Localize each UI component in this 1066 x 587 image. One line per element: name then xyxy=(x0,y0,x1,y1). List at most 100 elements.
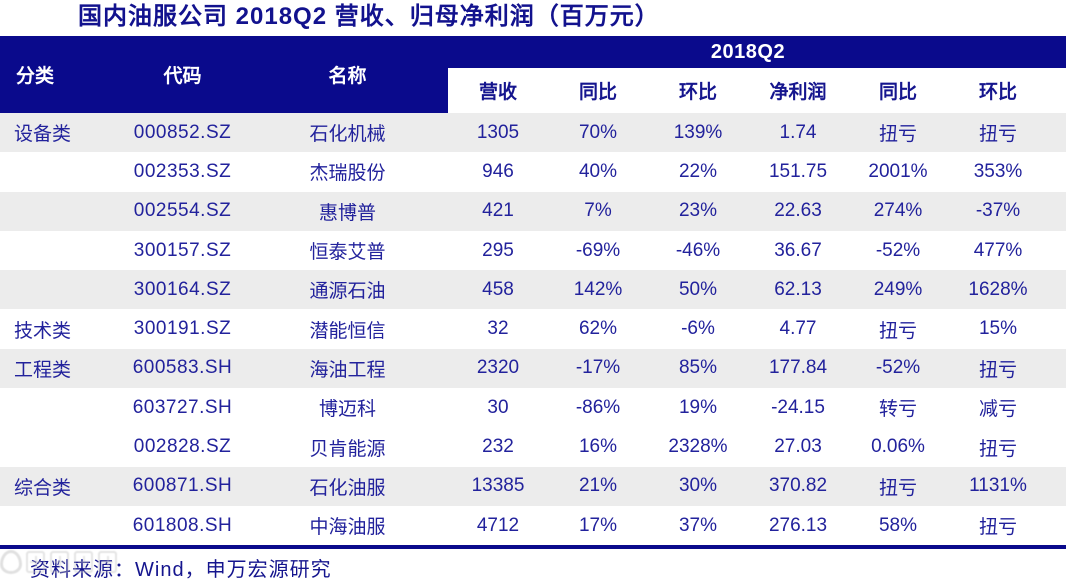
cell-rev-yoy: 142% xyxy=(573,278,623,300)
cell-profit-yoy: 转亏 xyxy=(878,399,917,421)
cell-profit-qoq: -37% xyxy=(975,200,1021,222)
col-header-rev-qoq: 环比 xyxy=(678,82,717,103)
cell-rev-qoq: -6% xyxy=(681,318,715,340)
cell-profit-qoq: 353% xyxy=(973,160,1023,182)
cell-profit-qoq: 15% xyxy=(978,318,1018,340)
table-bottom-rule xyxy=(0,545,1066,550)
col-header-category: 分类 xyxy=(16,66,55,87)
cell-profit: 22.63 xyxy=(774,200,822,222)
cell-code: 000852.SZ xyxy=(133,121,232,143)
cell-profit: -24.15 xyxy=(771,396,825,418)
col-header-code: 代码 xyxy=(163,66,202,87)
cell-profit-yoy: 0.06% xyxy=(871,436,925,458)
col-header-name: 名称 xyxy=(328,66,367,87)
cell-category: 技术类 xyxy=(14,320,72,342)
cell-profit: 276.13 xyxy=(768,514,828,536)
cell-rev-qoq: 85% xyxy=(678,357,718,379)
header-left-background xyxy=(0,68,448,113)
cell-rev-yoy: 62% xyxy=(578,318,618,340)
cell-profit: 177.84 xyxy=(768,357,828,379)
cell-revenue: 458 xyxy=(482,278,514,300)
cell-revenue: 232 xyxy=(482,436,514,458)
table-header: 2018Q2 营收 同比 环比 净利润 同比 环比 分类 代码 名称 xyxy=(0,36,1066,113)
cell-name: 潜能恒信 xyxy=(309,320,386,342)
cell-rev-yoy: -86% xyxy=(575,396,621,418)
cell-profit-qoq: 扭亏 xyxy=(978,517,1017,539)
cell-profit-yoy: 2001% xyxy=(868,160,928,182)
table-row: 300164.SZ 通源石油 458 142% 50% 62.13 249% 1… xyxy=(0,270,1066,310)
table-row: 603727.SH 博迈科 30 -86% 19% -24.15 转亏 减亏 xyxy=(0,388,1066,428)
cell-name: 石化机械 xyxy=(309,124,386,146)
cell-code: 002554.SZ xyxy=(133,200,232,222)
table-row: 601808.SH 中海油服 4712 17% 37% 276.13 58% 扭… xyxy=(0,505,1066,546)
metric-header-row: 营收 同比 环比 净利润 同比 环比 xyxy=(448,68,1066,113)
footer: 资料来源：Wind，申万宏源研究 xyxy=(0,549,1066,586)
cell-profit-qoq: 扭亏 xyxy=(978,359,1017,381)
table-row: 技术类 300191.SZ 潜能恒信 32 62% -6% 4.77 扭亏 15… xyxy=(0,309,1066,349)
cell-name: 杰瑞股份 xyxy=(309,163,386,185)
cell-profit-yoy: 58% xyxy=(878,514,918,536)
cell-profit: 370.82 xyxy=(768,475,828,497)
cell-code: 300191.SZ xyxy=(133,318,232,340)
cell-profit-qoq: 扭亏 xyxy=(978,438,1017,460)
cell-rev-qoq: 22% xyxy=(678,160,718,182)
cell-profit-yoy: -52% xyxy=(875,239,921,261)
cell-rev-yoy: 21% xyxy=(578,475,618,497)
cell-name: 博迈科 xyxy=(318,399,376,421)
cell-name: 通源石油 xyxy=(309,281,386,303)
cell-rev-yoy: 40% xyxy=(578,160,618,182)
cell-rev-qoq: 50% xyxy=(678,278,718,300)
cell-profit-yoy: -52% xyxy=(875,357,921,379)
cell-profit-yoy: 扭亏 xyxy=(878,320,917,342)
cell-code: 600583.SH xyxy=(132,357,233,379)
table-row: 300157.SZ 恒泰艾普 295 -69% -46% 36.67 -52% … xyxy=(0,230,1066,271)
table-row: 工程类 600583.SH 海油工程 2320 -17% 85% 177.84 … xyxy=(0,348,1066,389)
cell-revenue: 946 xyxy=(482,160,514,182)
cell-code: 300164.SZ xyxy=(133,278,232,300)
cell-profit-yoy: 249% xyxy=(873,278,923,300)
cell-revenue: 1305 xyxy=(476,121,520,143)
cell-rev-qoq: 2328% xyxy=(668,436,728,458)
cell-code: 601808.SH xyxy=(132,514,233,536)
cell-category: 综合类 xyxy=(14,477,72,499)
cell-rev-yoy: 70% xyxy=(578,121,618,143)
table-row: 002554.SZ 惠博普 421 7% 23% 22.63 274% -37% xyxy=(0,191,1066,231)
cell-profit-yoy: 274% xyxy=(873,200,923,222)
col-header-revenue: 营收 xyxy=(478,82,517,103)
cell-revenue: 421 xyxy=(482,200,514,222)
period-band: 2018Q2 xyxy=(0,36,1066,68)
cell-code: 300157.SZ xyxy=(133,239,232,261)
cell-profit: 4.77 xyxy=(779,318,817,340)
cell-rev-qoq: 23% xyxy=(678,200,718,222)
table-body: 设备类 000852.SZ 石化机械 1305 70% 139% 1.74 扭亏… xyxy=(0,113,1066,546)
source-note: 资料来源：Wind，申万宏源研究 xyxy=(30,559,332,582)
table-row: 002353.SZ 杰瑞股份 946 40% 22% 151.75 2001% … xyxy=(0,152,1066,192)
cell-name: 惠博普 xyxy=(318,202,376,224)
cell-profit: 62.13 xyxy=(774,278,822,300)
table-row: 综合类 600871.SH 石化油服 13385 21% 30% 370.82 … xyxy=(0,466,1066,506)
cell-profit-yoy: 扭亏 xyxy=(878,124,917,146)
cell-profit-yoy: 扭亏 xyxy=(878,477,917,499)
cell-rev-qoq: 139% xyxy=(673,121,723,143)
table-row: 设备类 000852.SZ 石化机械 1305 70% 139% 1.74 扭亏… xyxy=(0,113,1066,153)
cell-code: 600871.SH xyxy=(132,475,233,497)
cell-name: 贝肯能源 xyxy=(309,438,386,460)
cell-name: 石化油服 xyxy=(309,477,386,499)
cell-rev-qoq: -46% xyxy=(675,239,721,261)
cell-rev-yoy: 7% xyxy=(584,200,612,222)
cell-code: 002353.SZ xyxy=(133,160,232,182)
cell-rev-yoy: -69% xyxy=(575,239,621,261)
cell-rev-yoy: 16% xyxy=(578,436,618,458)
cell-name: 海油工程 xyxy=(309,359,386,381)
cell-code: 002828.SZ xyxy=(133,436,232,458)
cell-category: 工程类 xyxy=(14,359,72,381)
cell-profit-qoq: 1131% xyxy=(969,475,1027,497)
cell-revenue: 32 xyxy=(487,318,509,340)
cell-category: 设备类 xyxy=(14,124,72,146)
cell-revenue: 4712 xyxy=(476,514,520,536)
cell-profit-qoq: 477% xyxy=(973,239,1023,261)
cell-rev-qoq: 30% xyxy=(678,475,718,497)
period-label: 2018Q2 xyxy=(710,41,786,63)
cell-rev-yoy: 17% xyxy=(578,514,618,536)
cell-revenue: 30 xyxy=(487,396,509,418)
